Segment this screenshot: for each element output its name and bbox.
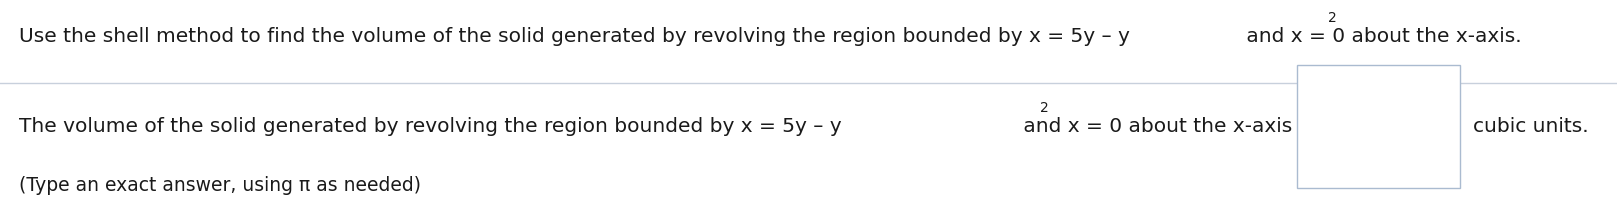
Text: and x = 0 about the x-axis.: and x = 0 about the x-axis.: [1240, 27, 1522, 46]
Text: 2: 2: [1328, 11, 1337, 25]
FancyBboxPatch shape: [1297, 65, 1460, 188]
Text: 2: 2: [1040, 101, 1048, 115]
Text: cubic units.: cubic units.: [1473, 117, 1590, 136]
Text: (Type an exact answer, using π as needed): (Type an exact answer, using π as needed…: [19, 176, 422, 195]
Text: and x = 0 about the x-axis is: and x = 0 about the x-axis is: [1017, 117, 1315, 136]
Text: The volume of the solid generated by revolving the region bounded by x = 5y – y: The volume of the solid generated by rev…: [19, 117, 842, 136]
Text: Use the shell method to find the volume of the solid generated by revolving the : Use the shell method to find the volume …: [19, 27, 1130, 46]
